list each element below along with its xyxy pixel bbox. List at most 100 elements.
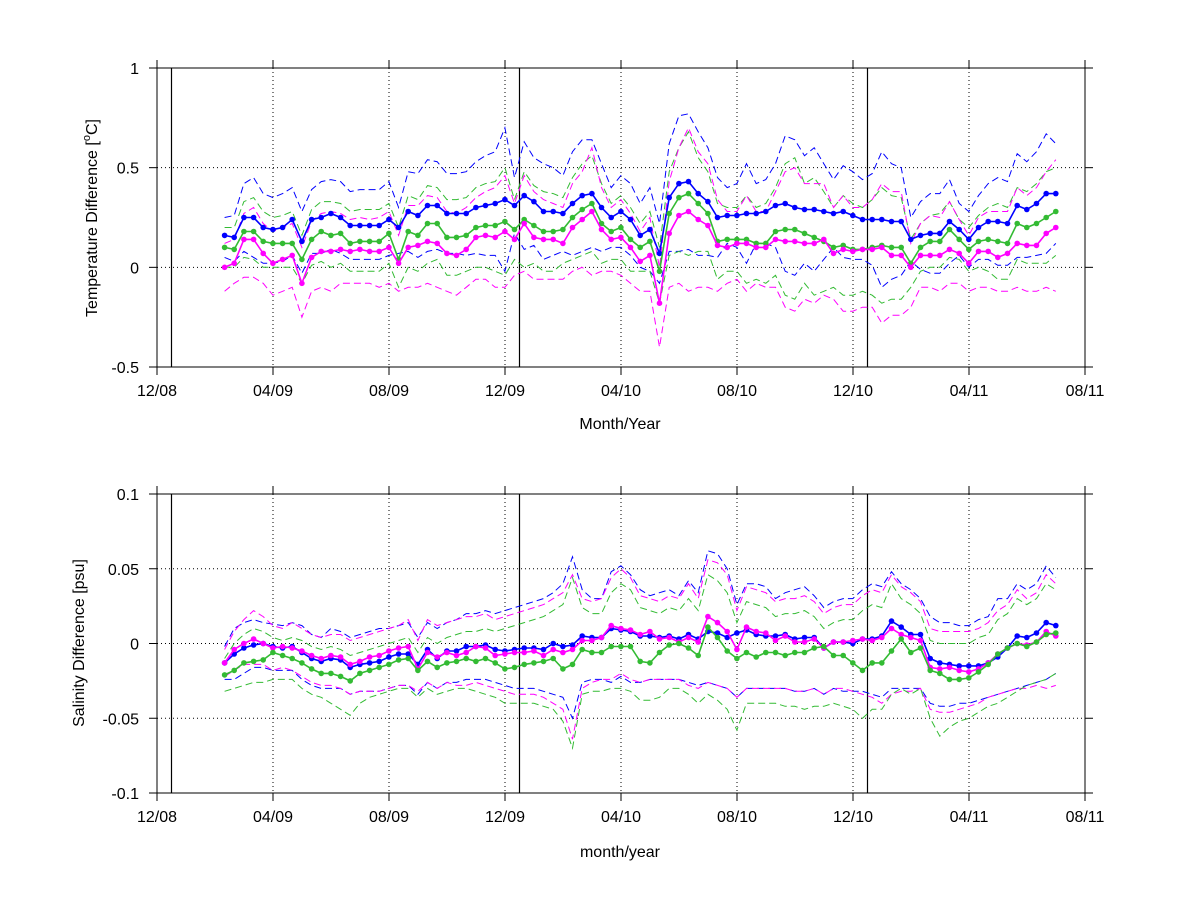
temperature-magenta-data-point bbox=[927, 252, 933, 259]
temperature-blue-data-point bbox=[705, 198, 711, 205]
salinity-y-tick-label: -0.05 bbox=[103, 711, 140, 728]
salinity-green-data-point bbox=[637, 658, 643, 665]
salinity-blue-data-point bbox=[540, 646, 547, 653]
temperature-green-data-point bbox=[637, 244, 643, 251]
salinity-green-data-point bbox=[908, 649, 914, 656]
temperature-blue-data-point bbox=[386, 216, 392, 223]
salinity-green-data-point bbox=[772, 649, 779, 656]
salinity-green-data-point bbox=[550, 655, 556, 662]
salinity-blue-data-point bbox=[376, 658, 383, 665]
salinity-blue-data-point bbox=[734, 630, 740, 636]
temperature-magenta-data-point bbox=[221, 264, 228, 271]
temperature-green-data-point bbox=[589, 200, 595, 207]
temperature-green-data-point bbox=[318, 228, 325, 235]
temperature-blue-data-point bbox=[1004, 220, 1011, 227]
temperature-magenta-data-point bbox=[1024, 242, 1030, 249]
temperature-magenta-data-point bbox=[705, 222, 711, 229]
temperature-magenta-data-point bbox=[1053, 224, 1059, 231]
salinity-blue-data-point bbox=[801, 634, 808, 641]
temperature-magenta-data-point bbox=[618, 234, 624, 241]
temperature-green-data-point bbox=[502, 218, 508, 225]
salinity-green-data-point bbox=[840, 652, 846, 659]
salinity-blue-data-point bbox=[405, 651, 412, 657]
salinity-green-data-point bbox=[676, 640, 682, 647]
temperature-x-tick-label: 12/08 bbox=[137, 383, 177, 400]
salinity-green-data-point bbox=[869, 660, 875, 666]
salinity-green-data-point bbox=[560, 666, 566, 672]
salinity-x-tick-label: 04/11 bbox=[950, 809, 989, 826]
temperature-magenta-data-point bbox=[811, 240, 817, 247]
temperature-green-data-point bbox=[415, 232, 421, 239]
salinity-magenta-data-point bbox=[647, 628, 653, 635]
temperature-blue-data-point bbox=[772, 202, 779, 209]
temperature-magenta-data-point bbox=[366, 248, 373, 255]
temperature-magenta-data-point bbox=[869, 246, 875, 253]
salinity-green-data-point bbox=[318, 670, 325, 677]
salinity-magenta-data-point bbox=[772, 637, 779, 644]
temperature-green-data-point bbox=[308, 236, 315, 243]
temperature-blue-data-point bbox=[927, 230, 933, 237]
salinity-green-data-point bbox=[995, 651, 1001, 657]
temperature-blue-data-point bbox=[376, 222, 383, 229]
salinity-blue-data-point bbox=[492, 646, 499, 653]
temperature-blue-data-point bbox=[395, 224, 402, 231]
temperature-green-data-point bbox=[927, 238, 933, 245]
temperature-blue-data-point bbox=[975, 224, 982, 231]
salinity-magenta-data-point bbox=[830, 639, 837, 645]
salinity-y-tick-label: 0 bbox=[130, 637, 139, 654]
salinity-blue-data-point bbox=[1024, 634, 1030, 641]
temperature-green-data-point bbox=[337, 230, 344, 237]
salinity-green-data-point bbox=[946, 676, 953, 683]
temperature-green-data-point bbox=[898, 244, 904, 251]
temperature-ylabel: Temperature Difference [oC] bbox=[81, 119, 101, 317]
temperature-magenta-data-point bbox=[753, 244, 759, 251]
temperature-blue-data-point bbox=[540, 208, 547, 215]
temperature-magenta-data-point bbox=[985, 248, 991, 255]
temperature-magenta-data-point bbox=[917, 252, 924, 259]
salinity-green-data-point bbox=[985, 661, 991, 668]
temperature-blue-data-point bbox=[550, 208, 556, 215]
salinity-magenta-data-point bbox=[540, 652, 547, 659]
salinity-green-data-point bbox=[424, 658, 431, 665]
temperature-blue-data-point bbox=[811, 206, 817, 213]
temperature-green-data-point bbox=[695, 200, 701, 207]
temperature-green-data-point bbox=[405, 228, 412, 235]
temperature-blue-data-point bbox=[521, 192, 527, 199]
temperature-green-data-point bbox=[734, 236, 740, 243]
temperature-magenta-data-point bbox=[937, 252, 943, 259]
salinity-magenta-data-point bbox=[656, 636, 663, 642]
salinity-magenta-data-point bbox=[241, 640, 247, 647]
temperature-green-data-point bbox=[1004, 240, 1011, 247]
salinity-green-data-point bbox=[898, 636, 904, 642]
salinity-magenta-data-point bbox=[627, 627, 634, 633]
temperature-green-data-point bbox=[424, 220, 431, 227]
temperature-blue-data-point bbox=[937, 230, 943, 237]
temperature-magenta-data-point bbox=[695, 216, 701, 223]
temperature-x-tick-label: 08/09 bbox=[369, 383, 409, 400]
salinity-blue-data-point bbox=[1043, 619, 1049, 626]
salinity-green-data-point bbox=[434, 664, 441, 671]
temperature-magenta-data-point bbox=[830, 250, 837, 257]
temperature-green-data-point bbox=[975, 238, 982, 245]
temperature-green-data-point bbox=[647, 238, 653, 245]
salinity-green-data-point bbox=[685, 645, 692, 651]
temperature-green-data-point bbox=[289, 240, 296, 247]
salinity-magenta-data-point bbox=[946, 664, 953, 671]
temperature-blue-data-point bbox=[579, 192, 585, 199]
salinity-green-envelope-line bbox=[224, 672, 1057, 751]
salinity-green-data-point bbox=[540, 658, 547, 665]
temperature-magenta-data-point bbox=[946, 246, 953, 253]
temperature-magenta-data-point bbox=[473, 234, 479, 241]
salinity-green-data-point bbox=[1053, 630, 1059, 636]
salinity-magenta-data-point bbox=[792, 639, 798, 645]
salinity-magenta-data-point bbox=[879, 634, 885, 641]
temperature-magenta-data-point bbox=[289, 252, 296, 259]
salinity-green-data-point bbox=[956, 676, 962, 683]
temperature-magenta-data-point bbox=[734, 240, 740, 247]
temperature-blue-data-point bbox=[482, 202, 489, 209]
temperature-green-envelope-line bbox=[224, 250, 1057, 304]
temperature-magenta-data-point bbox=[337, 246, 344, 253]
salinity-magenta-data-point bbox=[589, 637, 595, 644]
salinity-green-data-point bbox=[299, 660, 305, 666]
